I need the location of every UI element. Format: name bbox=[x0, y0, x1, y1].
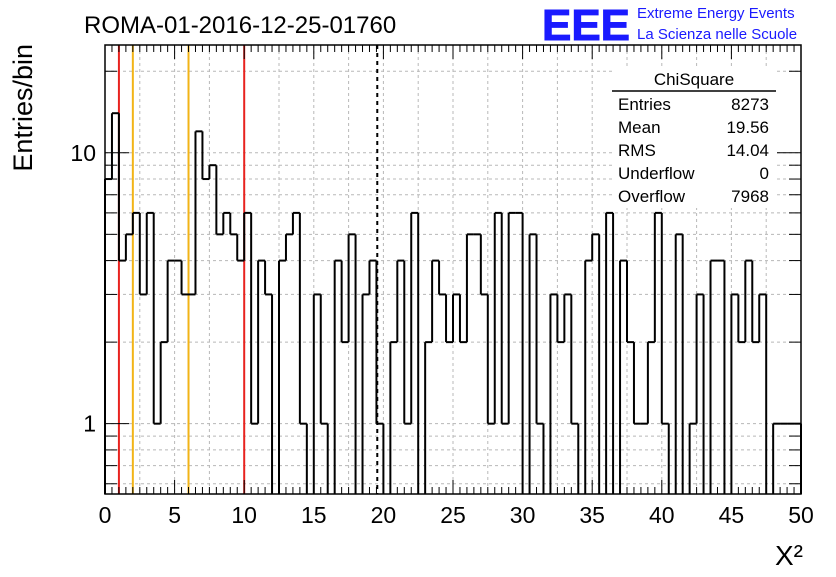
x-axis-label: X² bbox=[775, 540, 803, 571]
x-tick-label: 35 bbox=[579, 502, 605, 528]
stats-row-label: RMS bbox=[618, 141, 656, 160]
chart-title: ROMA-01-2016-12-25-01760 bbox=[84, 12, 396, 39]
stats-box-title: ChiSquare bbox=[654, 70, 734, 89]
x-tick-label: 0 bbox=[99, 502, 112, 528]
y-tick-label: 1 bbox=[83, 411, 96, 437]
axes bbox=[104, 44, 802, 495]
x-tick-label: 40 bbox=[649, 502, 675, 528]
stats-row-value: 7968 bbox=[731, 187, 769, 206]
stats-row-label: Entries bbox=[618, 95, 671, 114]
stats-box-background bbox=[612, 66, 776, 208]
x-tick-label: 50 bbox=[788, 502, 814, 528]
eee-logo-line1: Extreme Energy Events bbox=[637, 5, 795, 22]
stats-row-label: Mean bbox=[618, 118, 661, 137]
stats-box: ChiSquare Entries 8273 Mean 19.56 RMS 14.04 Un… bbox=[612, 66, 776, 208]
eee-logo-letters: EEE bbox=[542, 1, 630, 50]
y-axis-label: Entries/bin bbox=[8, 44, 38, 172]
stats-row-value: 8273 bbox=[731, 95, 769, 114]
x-tick-label: 20 bbox=[371, 502, 397, 528]
x-tick-label: 30 bbox=[510, 502, 536, 528]
stats-row-value: 14.04 bbox=[726, 141, 769, 160]
eee-logo: EEE Extreme Energy Events La Scienza nel… bbox=[542, 1, 798, 51]
stats-row-label: Overflow bbox=[618, 187, 686, 206]
reference-lines bbox=[117, 45, 379, 494]
x-tick-label: 15 bbox=[301, 502, 327, 528]
x-tick-label: 25 bbox=[440, 502, 466, 528]
eee-logo-line2: La Scienza nelle Scuole bbox=[637, 26, 797, 43]
stats-row-value: 19.56 bbox=[726, 118, 769, 137]
histogram-bins bbox=[104, 112, 802, 494]
x-tick-label: 5 bbox=[168, 502, 181, 528]
y-tick-label: 10 bbox=[70, 140, 96, 166]
x-tick-label: 10 bbox=[231, 502, 257, 528]
stats-box-rows: Entries 8273 Mean 19.56 RMS 14.04 Underflow 0 Ov… bbox=[618, 95, 769, 206]
stats-row-label: Underflow bbox=[618, 164, 695, 183]
stats-row-value: 0 bbox=[760, 164, 769, 183]
x-tick-label: 45 bbox=[719, 502, 745, 528]
tick-labels: 0 5 10 15 20 25 30 35 40 45 50 1 10 bbox=[70, 140, 813, 528]
